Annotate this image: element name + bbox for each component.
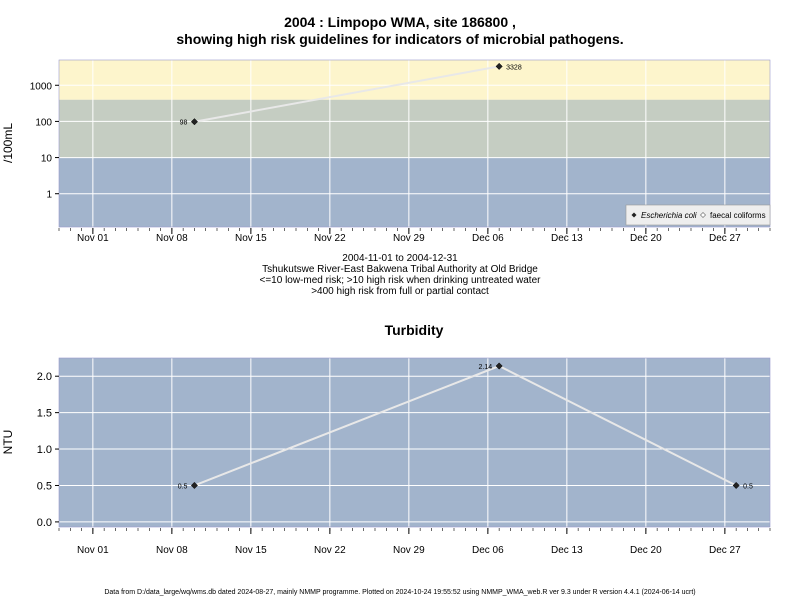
x-tick-label-5: Dec 06 — [472, 233, 504, 244]
panel-border — [58, 357, 771, 528]
footer-note: Data from D:/data_large/wq/wms.db dated … — [104, 589, 696, 596]
y-tick-label-1: 10 — [41, 154, 53, 165]
x-tick-label-4: Nov 29 — [393, 233, 425, 244]
y-tick-label-0: 1 — [46, 190, 52, 201]
data-point-0-1 — [495, 362, 503, 370]
y-tick-label-3: 1.5 — [37, 408, 52, 420]
data-label-0-1: 3328 — [506, 64, 522, 71]
legend-faecal-marker — [700, 212, 706, 218]
x-tick-label-3: Nov 22 — [314, 233, 346, 244]
chart-title-line-2: showing high risk guidelines for indicat… — [176, 31, 624, 47]
panel-border — [58, 59, 771, 228]
x-tick-label-3: Nov 22 — [314, 545, 346, 556]
data-label-0-1: 2.14 — [479, 364, 493, 371]
risk-guideline-text: <=10 low-med risk; >10 high risk when dr… — [259, 275, 541, 286]
x-tick-label-4: Nov 29 — [393, 545, 425, 556]
date-range-text: 2004-11-01 to 2004-12-31 — [342, 253, 458, 264]
x-tick-label-1: Nov 08 — [156, 233, 188, 244]
y-tick-label-1: 0.5 — [37, 480, 52, 492]
risk-band-2 — [59, 60, 770, 100]
data-point-0-1 — [495, 62, 503, 70]
site-name-text: Tshukutswe River-East Bakwena Tribal Aut… — [262, 264, 538, 275]
panel-title: Turbidity — [385, 322, 444, 338]
y-axis-title: /100mL — [1, 123, 15, 163]
risk-band-1 — [59, 99, 770, 158]
legend-ecoli-label: Escherichia coli — [641, 211, 697, 220]
legend-faecal-label: faecal coliforms — [710, 211, 766, 220]
data-point-0-0 — [190, 118, 198, 126]
contact-risk-text: >400 high risk from full or partial cont… — [311, 286, 489, 297]
y-tick-label-3: 1000 — [30, 81, 53, 92]
x-tick-label-0: Nov 01 — [77, 545, 109, 556]
y-tick-label-0: 0.0 — [37, 517, 52, 529]
y-axis-title: NTU — [1, 430, 15, 455]
data-label-0-0: 0.5 — [178, 483, 188, 490]
panel-background — [59, 358, 770, 527]
x-tick-label-2: Nov 15 — [235, 233, 267, 244]
x-tick-label-5: Dec 06 — [472, 545, 504, 556]
chart-title-line-1: 2004 : Limpopo WMA, site 186800 , — [284, 14, 516, 30]
legend-ecoli-marker — [631, 212, 637, 218]
x-tick-label-8: Dec 27 — [709, 233, 741, 244]
data-point-0-2 — [732, 481, 740, 490]
y-tick-label-2: 100 — [35, 117, 52, 128]
x-tick-label-1: Nov 08 — [156, 545, 188, 556]
y-tick-label-4: 2.0 — [37, 371, 52, 383]
data-label-0-2: 0.5 — [743, 483, 753, 490]
series-line-0 — [194, 65, 500, 123]
x-tick-label-7: Dec 20 — [630, 545, 662, 556]
data-point-0-0 — [190, 481, 198, 490]
y-tick-label-2: 1.0 — [37, 444, 52, 456]
data-label-0-0: 98 — [180, 120, 188, 127]
legend-box — [625, 204, 771, 226]
x-tick-label-0: Nov 01 — [77, 233, 109, 244]
x-tick-label-8: Dec 27 — [709, 545, 741, 556]
x-tick-label-6: Dec 13 — [551, 233, 583, 244]
x-tick-label-6: Dec 13 — [551, 545, 583, 556]
x-tick-label-2: Nov 15 — [235, 545, 267, 556]
x-tick-label-7: Dec 20 — [630, 233, 662, 244]
